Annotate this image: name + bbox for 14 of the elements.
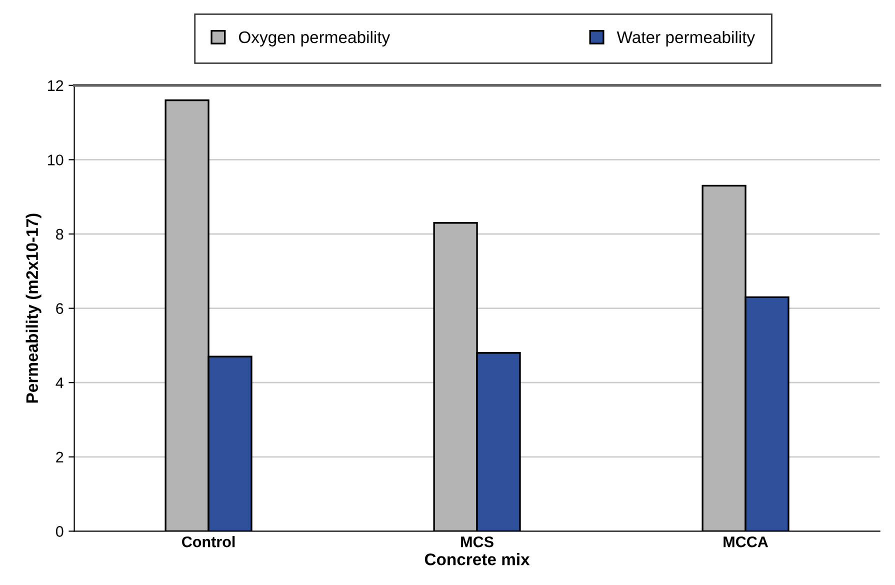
y-tick-label: 12 — [48, 80, 64, 91]
y-tick-label: 6 — [56, 303, 64, 314]
y-tick-label: 10 — [48, 154, 64, 166]
legend-label: Oxygen permeability — [238, 30, 390, 46]
legend-label: Water permeability — [616, 30, 756, 46]
y-tick-label: 8 — [56, 228, 64, 240]
x-axis-title: Concrete mix — [424, 553, 530, 566]
x-tick-label: Control — [182, 536, 235, 548]
x-tick-label: MCS — [461, 536, 494, 548]
y-tick-label: 4 — [56, 378, 64, 388]
y-tick-label: 0 — [56, 526, 64, 537]
x-tick-label: MCCA — [724, 536, 768, 548]
y-tick-label: 2 — [56, 452, 64, 462]
y-axis-title: Permeability (m2x10-17) — [26, 214, 42, 403]
